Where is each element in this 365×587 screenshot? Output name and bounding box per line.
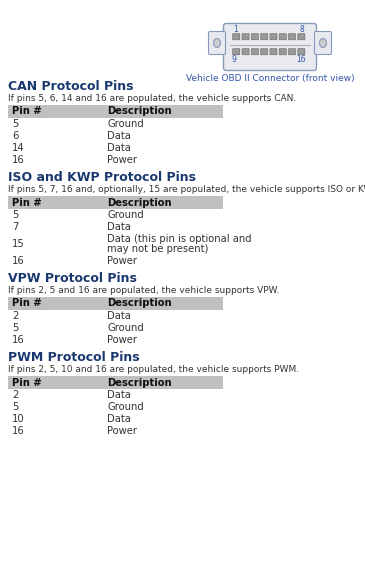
Text: 2: 2	[12, 311, 18, 321]
FancyBboxPatch shape	[223, 23, 316, 70]
Text: 16: 16	[12, 155, 25, 165]
Text: If pins 5, 7, 16 and, optionally, 15 are populated, the vehicle supports ISO or : If pins 5, 7, 16 and, optionally, 15 are…	[8, 185, 365, 194]
FancyBboxPatch shape	[251, 33, 258, 40]
Text: 5: 5	[12, 119, 18, 129]
Text: 15: 15	[12, 239, 25, 249]
Text: Pin #: Pin #	[12, 106, 42, 116]
Text: Description: Description	[107, 377, 172, 387]
FancyBboxPatch shape	[233, 49, 240, 55]
Text: 5: 5	[12, 323, 18, 333]
Text: Ground: Ground	[107, 323, 144, 333]
Text: 9: 9	[232, 56, 237, 65]
FancyBboxPatch shape	[279, 33, 286, 40]
FancyBboxPatch shape	[315, 32, 331, 55]
Text: Data: Data	[107, 131, 131, 141]
FancyBboxPatch shape	[8, 196, 223, 209]
Text: Data: Data	[107, 390, 131, 400]
Text: Ground: Ground	[107, 402, 144, 412]
FancyBboxPatch shape	[8, 376, 223, 389]
Text: 8: 8	[300, 25, 305, 33]
Text: 14: 14	[12, 143, 24, 153]
Text: Data: Data	[107, 414, 131, 424]
Text: Ground: Ground	[107, 119, 144, 129]
Text: Description: Description	[107, 106, 172, 116]
Text: Data: Data	[107, 143, 131, 153]
Text: VPW Protocol Pins: VPW Protocol Pins	[8, 272, 137, 285]
FancyBboxPatch shape	[288, 33, 296, 40]
Text: Ground: Ground	[107, 210, 144, 220]
Text: Power: Power	[107, 426, 137, 436]
Text: Data: Data	[107, 311, 131, 321]
FancyBboxPatch shape	[261, 33, 268, 40]
Text: 10: 10	[12, 414, 24, 424]
FancyBboxPatch shape	[298, 33, 305, 40]
Text: Pin #: Pin #	[12, 377, 42, 387]
Text: ISO and KWP Protocol Pins: ISO and KWP Protocol Pins	[8, 171, 196, 184]
FancyBboxPatch shape	[251, 49, 258, 55]
Text: Power: Power	[107, 335, 137, 345]
Text: Pin #: Pin #	[12, 197, 42, 207]
FancyBboxPatch shape	[8, 105, 223, 118]
Text: 2: 2	[12, 390, 18, 400]
FancyBboxPatch shape	[208, 32, 226, 55]
Text: 1: 1	[234, 25, 238, 33]
FancyBboxPatch shape	[261, 49, 268, 55]
FancyBboxPatch shape	[270, 49, 277, 55]
Text: 5: 5	[12, 402, 18, 412]
Text: 16: 16	[296, 56, 306, 65]
Text: 16: 16	[12, 426, 25, 436]
Text: If pins 2, 5 and 16 are populated, the vehicle supports VPW.: If pins 2, 5 and 16 are populated, the v…	[8, 286, 279, 295]
Text: Power: Power	[107, 256, 137, 266]
Text: Data (this pin is optional and: Data (this pin is optional and	[107, 234, 251, 245]
Text: Pin #: Pin #	[12, 299, 42, 309]
FancyBboxPatch shape	[8, 297, 223, 310]
Text: Description: Description	[107, 197, 172, 207]
FancyBboxPatch shape	[233, 33, 240, 40]
FancyBboxPatch shape	[242, 33, 249, 40]
Ellipse shape	[214, 39, 220, 48]
Ellipse shape	[319, 39, 327, 48]
Text: 5: 5	[12, 210, 18, 220]
Text: Vehicle OBD II Connector (front view): Vehicle OBD II Connector (front view)	[186, 74, 354, 83]
FancyBboxPatch shape	[270, 33, 277, 40]
Text: 16: 16	[12, 335, 25, 345]
Text: PWM Protocol Pins: PWM Protocol Pins	[8, 351, 140, 364]
Text: Description: Description	[107, 299, 172, 309]
Text: Data: Data	[107, 222, 131, 232]
FancyBboxPatch shape	[279, 49, 286, 55]
FancyBboxPatch shape	[288, 49, 296, 55]
FancyBboxPatch shape	[242, 49, 249, 55]
Text: If pins 2, 5, 10 and 16 are populated, the vehicle supports PWM.: If pins 2, 5, 10 and 16 are populated, t…	[8, 365, 299, 374]
Text: 16: 16	[12, 256, 25, 266]
Text: 7: 7	[12, 222, 18, 232]
Text: may not be present): may not be present)	[107, 245, 208, 255]
Text: Power: Power	[107, 155, 137, 165]
Text: CAN Protocol Pins: CAN Protocol Pins	[8, 80, 134, 93]
FancyBboxPatch shape	[298, 49, 305, 55]
Text: If pins 5, 6, 14 and 16 are populated, the vehicle supports CAN.: If pins 5, 6, 14 and 16 are populated, t…	[8, 94, 296, 103]
Text: 6: 6	[12, 131, 18, 141]
